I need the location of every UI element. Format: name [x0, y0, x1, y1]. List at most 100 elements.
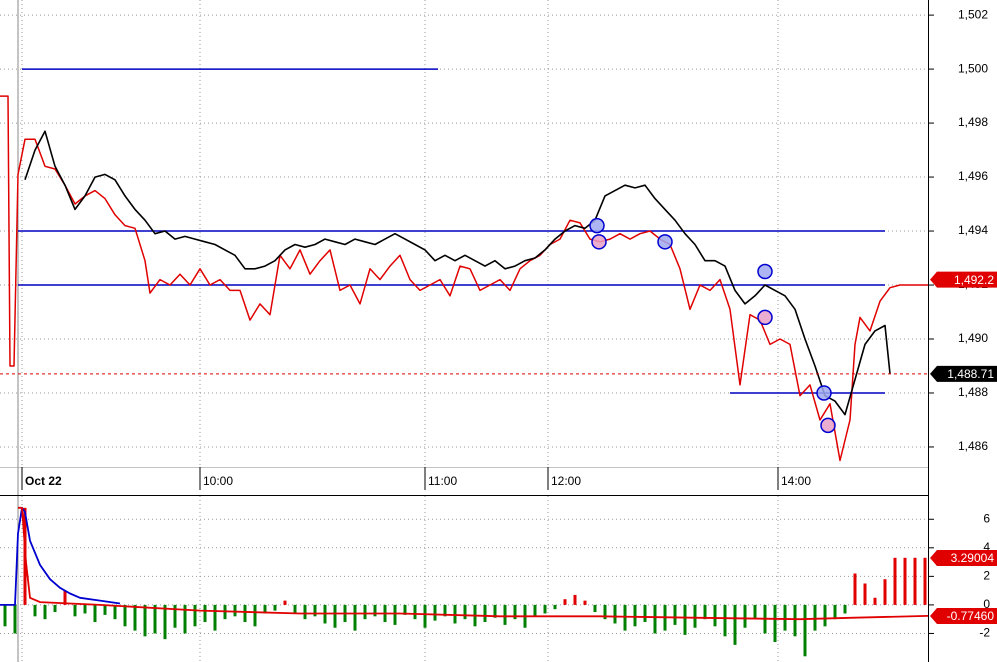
histogram-bar: [553, 604, 557, 610]
signal-marker: [591, 234, 607, 250]
histogram-bar: [463, 604, 467, 620]
histogram-bar: [163, 604, 167, 640]
y-tick-label: 1,502: [958, 7, 988, 21]
histogram-bar: [623, 604, 627, 631]
histogram-bar: [113, 604, 117, 620]
y-tick-label: 1,486: [958, 439, 988, 453]
histogram-bar: [723, 604, 727, 637]
price-tag-label: -0.77460: [947, 609, 995, 623]
x-tick-label: 11:00: [428, 474, 457, 488]
histogram-bar: [633, 604, 637, 627]
histogram-bar: [103, 604, 107, 615]
histogram-bar: [863, 583, 867, 605]
price-tag: [930, 549, 997, 566]
histogram-bar: [13, 604, 17, 634]
histogram-bar: [193, 604, 197, 627]
histogram-bar: [483, 604, 487, 623]
histogram-bar: [253, 604, 257, 627]
histogram-bar: [613, 604, 617, 624]
signal-marker: [820, 417, 836, 434]
signal-marker: [757, 309, 773, 326]
x-tick-label: 14:00: [781, 474, 811, 488]
price-tag-label: 1,492.2: [954, 273, 994, 287]
y-tick-label: 1,498: [958, 115, 988, 129]
histogram-bar: [813, 604, 817, 631]
histogram-bar: [743, 604, 747, 628]
price-tag: [930, 607, 997, 624]
histogram-bar: [753, 604, 757, 620]
histogram-bar: [93, 604, 97, 623]
y-tick-label: 1,496: [958, 169, 988, 183]
x-tick-label: Oct 22: [25, 474, 62, 488]
histogram-bar: [533, 604, 537, 617]
y-tick-label: 1,500: [958, 61, 988, 75]
price-tag: [930, 365, 997, 382]
histogram-bar: [3, 604, 7, 627]
y-tick-label: 2: [983, 569, 990, 583]
histogram-bar: [903, 557, 907, 605]
histogram-bar: [443, 604, 447, 617]
price-tag: [930, 271, 997, 288]
histogram-bar: [503, 604, 507, 625]
histogram-bar: [883, 579, 887, 605]
signal-marker: [589, 217, 605, 234]
x-tick-label: 12:00: [551, 474, 581, 488]
histogram-bar: [423, 604, 427, 628]
histogram-bar: [513, 604, 517, 620]
histogram-bar: [823, 604, 827, 627]
price-line: [24, 130, 891, 416]
histogram-bar: [243, 604, 247, 623]
histogram-bar: [363, 604, 367, 620]
histogram-bar: [273, 604, 277, 611]
histogram-bar: [493, 604, 497, 618]
histogram-bar: [543, 604, 547, 614]
histogram-bar: [703, 604, 707, 620]
price-tag-label: 3.29004: [951, 551, 995, 565]
signal-marker: [757, 263, 773, 280]
histogram-bar: [403, 604, 407, 615]
histogram-bar: [793, 604, 797, 637]
y-tick-label: 6: [983, 511, 990, 525]
histogram-bar: [733, 604, 737, 645]
price-tag-label: 1,488.71: [947, 367, 994, 381]
histogram-bar: [683, 604, 687, 635]
histogram-bar: [203, 604, 207, 623]
histogram-bar: [673, 604, 677, 625]
histogram-bar: [183, 604, 187, 634]
histogram-bar: [783, 604, 787, 631]
histogram-bar: [373, 604, 377, 617]
histogram-bar: [923, 557, 927, 605]
histogram-bar: [63, 590, 67, 605]
histogram-bar: [643, 604, 647, 623]
y-tick-label: -2: [979, 626, 990, 640]
histogram-bar: [913, 557, 917, 605]
histogram-bar: [593, 604, 597, 613]
histogram-bar: [153, 604, 157, 634]
histogram-bar: [833, 604, 837, 620]
histogram-bar: [893, 557, 897, 605]
histogram-bar: [563, 599, 567, 605]
histogram-bar: [73, 604, 77, 617]
histogram-bar: [583, 600, 587, 605]
signal-marker: [816, 385, 832, 401]
signal-marker: [657, 234, 673, 250]
oscillator-line: [18, 506, 929, 621]
histogram-bar: [213, 604, 217, 631]
histogram-bar: [713, 604, 717, 627]
y-tick-label: 1,490: [958, 331, 988, 345]
histogram-bar: [773, 604, 777, 643]
y-tick-label: 1,488: [958, 385, 988, 399]
histogram-bar: [653, 604, 657, 634]
y-tick-label: 4: [983, 540, 990, 554]
histogram-bar: [433, 604, 437, 621]
histogram-bar: [123, 604, 127, 627]
histogram-bar: [603, 604, 607, 620]
histogram-bar: [693, 604, 697, 628]
histogram-bar: [173, 604, 177, 628]
y-tick-label: 1,494: [958, 223, 988, 237]
histogram-bar: [83, 604, 87, 614]
histogram-bar: [803, 604, 807, 657]
histogram-bar: [873, 597, 877, 605]
histogram-bar: [333, 604, 337, 628]
